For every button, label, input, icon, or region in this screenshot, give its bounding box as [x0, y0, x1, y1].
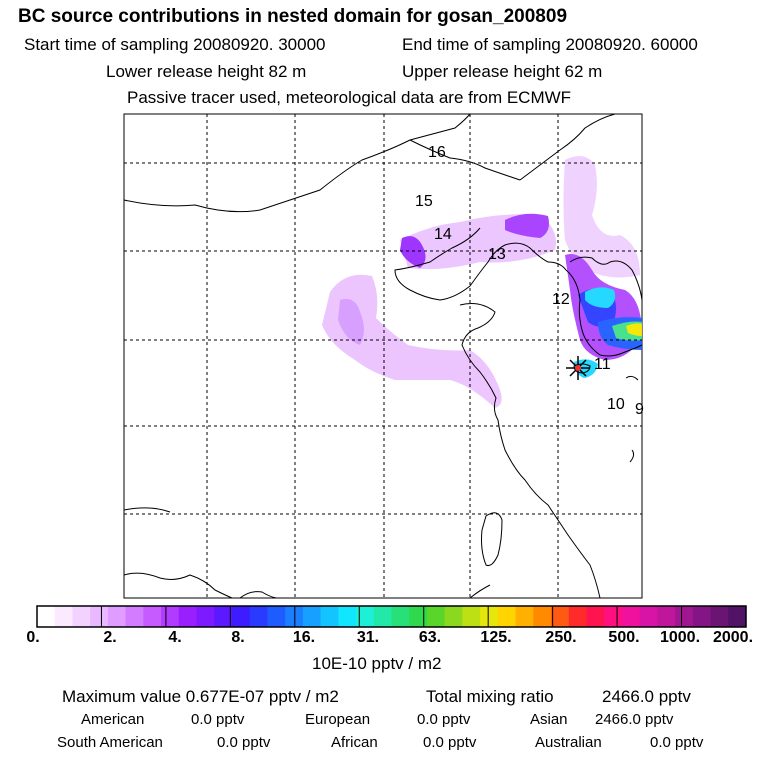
colorbar-cell — [657, 606, 676, 627]
colorbar-cell — [675, 606, 694, 627]
colorbar-cell — [391, 606, 410, 627]
plot-title: BC source contributions in nested domain… — [18, 6, 568, 27]
time-label-12: 12 — [552, 291, 570, 308]
region-value-australian: 0.0 pptv — [650, 734, 704, 751]
coastlines — [123, 113, 643, 599]
colorbar-cell — [267, 606, 286, 627]
colorbar-cell — [409, 606, 428, 627]
plume-korea-cyan — [585, 287, 616, 308]
colorbar-tick-label: 2000. — [712, 629, 754, 646]
colorbar-tick-label: 4. — [168, 629, 182, 646]
total-mixing-label: Total mixing ratio — [426, 687, 554, 706]
region-name-african: African — [331, 734, 378, 751]
colorbar-cell — [515, 606, 534, 627]
colorbar-cell — [54, 606, 73, 627]
colorbar-tick-label: 0. — [26, 629, 40, 646]
region-name-south-american: South American — [57, 734, 163, 751]
colorbar-cell — [551, 606, 570, 627]
colorbar-cell — [728, 606, 747, 627]
colorbar-cell — [497, 606, 517, 627]
colorbar-unit-label: 10E-10 pptv / m2 — [312, 654, 442, 673]
colorbar-cell — [143, 606, 162, 627]
end-time: End time of sampling 20080920. 60000 — [402, 35, 698, 54]
colorbar-cell — [285, 606, 304, 627]
colorbar-tick-label: 16. — [292, 629, 316, 646]
time-label-11: 11 — [594, 356, 611, 373]
tracer-note: Passive tracer used, meteorological data… — [127, 88, 572, 107]
time-label-9: 9 — [635, 401, 644, 418]
plume-north-core — [400, 236, 426, 268]
colorbar-cell — [302, 606, 322, 627]
region-name-american: American — [81, 711, 145, 728]
plume-west — [322, 274, 502, 408]
colorbar-cell — [214, 606, 233, 627]
upper-release-height: Upper release height 62 m — [402, 62, 603, 81]
time-label-14: 14 — [434, 226, 452, 243]
receptor-star-marker — [566, 356, 590, 380]
colorbar-tick-label: 250. — [545, 629, 577, 646]
colorbar-cell — [178, 606, 198, 627]
plume-west-core — [338, 298, 364, 345]
region-value-south-american: 0.0 pptv — [217, 734, 271, 751]
colorbar-cell — [72, 606, 91, 627]
colorbar-cell — [568, 606, 587, 627]
colorbar-cell — [426, 606, 446, 627]
colorbar-cells — [37, 606, 747, 627]
colorbar-cell — [249, 606, 268, 627]
start-time: Start time of sampling 20080920. 30000 — [24, 35, 326, 54]
colorbar-tick-label: 8. — [231, 629, 245, 646]
colorbar-cell — [231, 606, 251, 627]
colorbar-cell — [710, 606, 729, 627]
region-name-asian: Asian — [530, 711, 568, 728]
colorbar-cell — [533, 606, 552, 627]
colorbar-cell — [37, 606, 56, 627]
colorbar-tick-label: 31. — [356, 629, 380, 646]
colorbar-cell — [480, 606, 499, 627]
colorbar-cell — [373, 606, 393, 627]
colorbar-cell — [356, 606, 375, 627]
colorbar-cell — [90, 606, 109, 627]
time-label-10: 10 — [607, 396, 625, 413]
grid-lines — [124, 114, 642, 598]
colorbar-cell — [320, 606, 339, 627]
plume-south-yellow — [626, 323, 642, 336]
colorbar-cell — [196, 606, 215, 627]
region-name-european: European — [305, 711, 371, 728]
max-value-label: Maximum value 0.677E-07 pptv / m2 — [62, 687, 339, 706]
colorbar-cell — [639, 606, 658, 627]
region-value-asian: 2466.0 pptv — [595, 711, 674, 728]
time-label-16: 16 — [428, 144, 446, 161]
total-mixing-value: 2466.0 pptv — [602, 687, 691, 706]
plume-northeast-core — [505, 213, 549, 238]
lower-release-height: Lower release height 82 m — [106, 62, 307, 81]
colorbar-tick-label: 125. — [480, 629, 512, 646]
time-label-15: 15 — [415, 193, 433, 210]
time-label-13: 13 — [488, 246, 506, 263]
colorbar-cell — [621, 606, 641, 627]
colorbar-tick-label: 500. — [608, 629, 640, 646]
region-value-american: 0.0 pptv — [191, 711, 245, 728]
colorbar-cell — [444, 606, 463, 627]
time-labels: 16 15 14 13 12 11 10 9 — [415, 144, 644, 418]
colorbar-cell — [107, 606, 127, 627]
colorbar-cell — [604, 606, 623, 627]
colorbar-frame — [36, 605, 747, 628]
colorbar-tick-label: 1000. — [659, 629, 701, 646]
plume-east-upper — [563, 156, 640, 278]
region-value-african: 0.0 pptv — [423, 734, 477, 751]
colorbar-cell — [586, 606, 605, 627]
region-name-australian: Australian — [535, 734, 602, 751]
colorbar-cell — [462, 606, 481, 627]
colorbar-cell — [692, 606, 712, 627]
colorbar-cell — [338, 606, 357, 627]
colorbar-cell — [161, 606, 180, 627]
colorbar-tick-label: 2. — [103, 629, 117, 646]
region-value-european: 0.0 pptv — [417, 711, 471, 728]
colorbar-tick-label: 63. — [418, 629, 442, 646]
colorbar-cell — [125, 606, 144, 627]
